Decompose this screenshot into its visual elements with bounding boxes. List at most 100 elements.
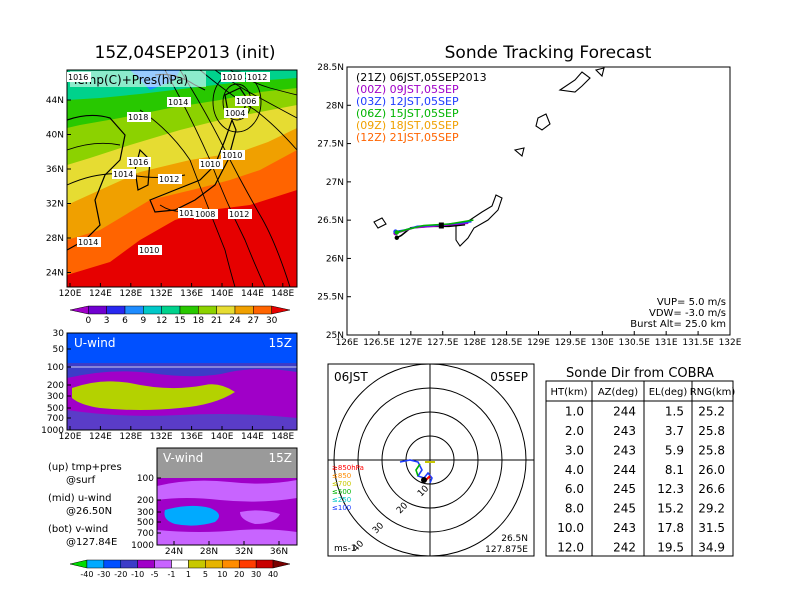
lon-tick-label: 120E [59,432,82,442]
pressure-label-bg [221,150,245,160]
lon-tick-label: 127.5E [427,338,459,348]
note-1-line2: @surf [66,475,96,486]
lon-tick-label: 131.5E [682,338,714,348]
pressure-label: 1006 [236,97,256,106]
track-legend-item: (00Z) 09JST,05SEP [356,83,459,96]
uwind-label: U-wind [74,336,115,350]
table-cell: 34.9 [698,540,725,554]
p-tick-label: 700 [47,414,64,424]
lat-tick-label: 28N [46,234,64,244]
lon-tick-label: 128E [463,338,486,348]
uwind-frame [66,332,298,431]
wind-colorbar-swatch [171,559,189,569]
colorbar-tick: 6 [122,316,128,326]
colorbar-tick: 18 [193,316,205,326]
colorbar-swatch [234,305,254,315]
track-line [396,219,474,234]
wind-colorbar-tick: 40 [268,570,278,579]
lon-tick-label: 124E [89,289,112,299]
kume-island [373,217,387,229]
note-3-line1: (bot) v-wind [48,524,108,535]
table-cell: 243 [613,521,636,535]
table-cell: 26.6 [698,482,725,496]
vwind-lower-band [157,529,297,545]
islands [373,67,605,247]
wind-colorbar-swatch [205,559,223,569]
pressure-label: 1014 [113,170,133,179]
polar-date: 05SEP [490,370,528,384]
pressure-label: 1018 [128,113,148,122]
p-tick-label: 100 [47,363,64,373]
track-legend-item: (21Z) 06JST,05SEP2013 [356,71,487,84]
p-tick-label: 300 [47,392,64,402]
japan-outline [149,118,237,213]
lat-tick-label: 28N [326,101,344,111]
table-cell: 15.2 [657,502,684,516]
lon-tick-label: 120E [59,289,82,299]
amami-island [558,71,591,93]
p-tick-label: 700 [137,529,154,539]
lon-tick-label: 128.5E [491,338,523,348]
pressure-label-bg [224,108,248,118]
pressure-label-bg [228,209,252,219]
wind-colorbar-swatch [272,559,291,569]
colorbar-tick: 30 [266,316,278,326]
p-tick-label: 1000 [41,426,64,436]
lon-tick-label: 129.5E [555,338,587,348]
wind-colorbar-tick: 1 [186,570,191,579]
note-1-line1: (up) tmp+pres [48,462,122,473]
colorbar-swatch [69,305,89,315]
sonde-direction-table: Sonde Dir from COBRA HT(km) AZ(deg) EL(deg… [545,366,735,557]
track-start-point [394,235,399,240]
pressure-label-bg [127,112,151,122]
track-legend-item: (06Z) 15JST,05SEP [356,107,459,120]
uwind-lon-axis: 120E 124E 128E 132E 136E 140E 144E 148E [59,426,295,442]
table-cell: 6.0 [565,482,584,496]
vwind-blue-blob [164,505,219,526]
table-cell: 243 [613,424,636,438]
map-label-bg [70,71,206,87]
track-lon-axis: 126E 126.5E 127E 127.5E 128E 128.5E 129E 129.5E… [336,331,742,348]
pressure-label-bg [167,97,191,107]
table-header-cell: AZ(deg) [598,387,638,398]
colorbar-tick: 24 [229,316,241,326]
lon-tick-label: 128E [119,289,142,299]
table-cell: 5.9 [665,443,684,457]
wind-colorbar-tick: -30 [97,570,110,579]
pressure-label-bg [138,245,162,255]
pressure-label: 1012 [229,210,249,219]
lat-tick-label: 27N [326,178,344,188]
lon-tick-label: 127E [399,338,422,348]
track-params: VUP= 5.0 m/s VDW= -3.0 m/s Burst Alt= 25… [630,297,726,330]
cobra-site-marker [438,222,444,229]
wind-colorbar-swatch [255,559,274,569]
wind-colorbar-swatch [69,559,88,569]
polar-units: ms-1 [334,544,356,554]
p-tick-label: 300 [137,508,154,518]
param-burst: Burst Alt= 25.0 km [630,319,726,330]
colorbar-tick: 21 [211,316,222,326]
pressure-label: 1010 [139,246,159,255]
uwind-lower-band [67,410,297,430]
wind-colorbar-tick: 10 [217,570,227,579]
table-cell: 26.0 [698,463,725,477]
pressure-label-bg [194,209,218,219]
lat-tick-label: 28N [200,547,218,557]
lon-tick-label: 130E [591,338,614,348]
lon-tick-label: 132E [150,289,173,299]
lat-tick-label: 24N [46,269,64,279]
wind-colorbar-swatch [222,559,240,569]
pressure-label: 1014 [168,98,188,107]
pressure-label: 1012 [247,73,267,82]
level-legend-item: ≤250 [332,496,351,504]
p-tick-label: 50 [53,345,65,355]
table-cell: 12.3 [657,482,684,496]
lon-tick-label: 124E [89,432,112,442]
p-tick-label: 1000 [131,541,154,551]
pressure-labels: 1016 1010 10121014101810061004101010101016… [67,72,270,255]
wind-hodograph: 06JST 05SEP ≥850hPa≤850≤700≤500≤250≤100 … [327,363,535,557]
track-legend-item: (12Z) 21JST,05SEP [356,131,459,144]
wind-colorbar-tick: 30 [251,570,261,579]
